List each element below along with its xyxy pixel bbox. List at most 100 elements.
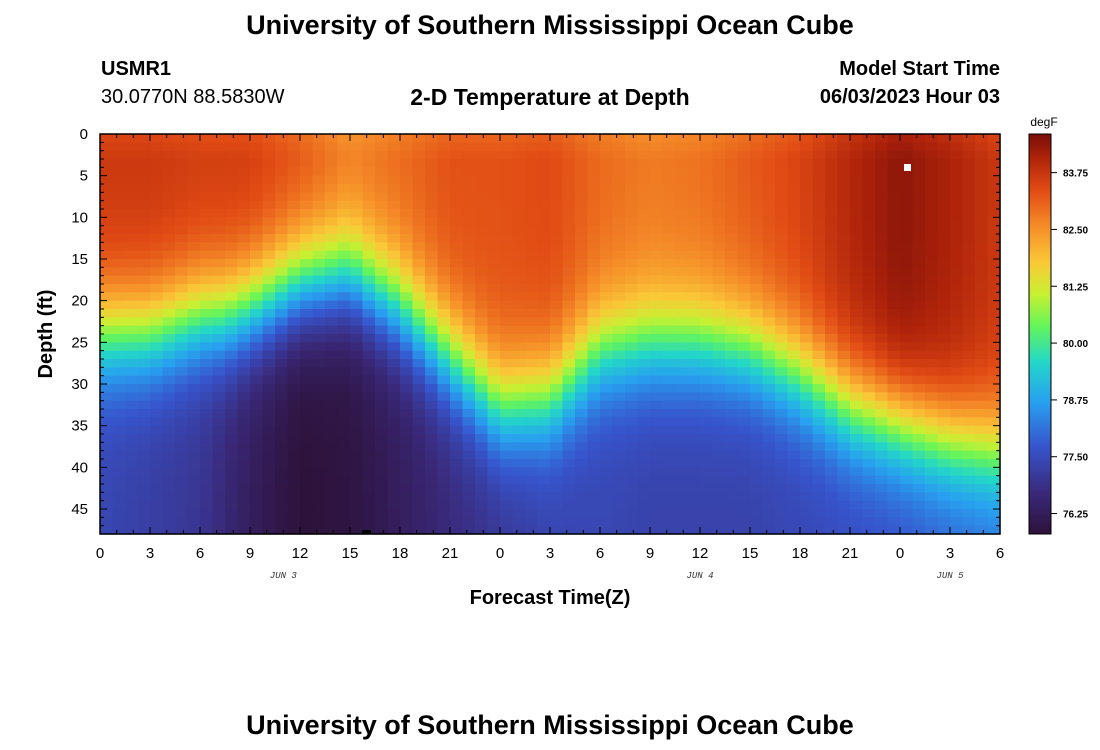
heatmap-cell bbox=[387, 225, 401, 235]
heatmap-cell bbox=[300, 450, 314, 460]
heatmap-cell bbox=[262, 292, 276, 302]
heatmap-cell bbox=[225, 384, 239, 393]
heatmap-cell bbox=[100, 309, 114, 318]
heatmap-cell bbox=[600, 434, 614, 443]
heatmap-cell bbox=[187, 300, 201, 310]
heatmap-cell bbox=[625, 259, 639, 268]
heatmap-cell bbox=[575, 484, 589, 493]
heatmap-cell bbox=[162, 409, 176, 418]
heatmap-cell bbox=[250, 425, 264, 435]
heatmap-cell bbox=[512, 442, 526, 452]
heatmap-cell bbox=[625, 442, 639, 452]
heatmap-cell bbox=[900, 267, 914, 277]
heatmap-cell bbox=[950, 134, 964, 143]
heatmap-cell bbox=[550, 292, 564, 302]
heatmap-cell bbox=[375, 400, 389, 410]
heatmap-cell bbox=[687, 284, 701, 293]
heatmap-cell bbox=[725, 492, 739, 502]
heatmap-cell bbox=[675, 200, 689, 210]
heatmap-cell bbox=[600, 475, 614, 485]
date-label: JUN 4 bbox=[686, 571, 713, 581]
heatmap-cell bbox=[225, 234, 239, 243]
heatmap-cell bbox=[100, 150, 114, 160]
heatmap-cell bbox=[862, 300, 876, 310]
heatmap-cell bbox=[300, 325, 314, 335]
heatmap-cell bbox=[387, 409, 401, 418]
heatmap-cell bbox=[450, 475, 464, 485]
heatmap-cell bbox=[562, 217, 576, 227]
heatmap-cell bbox=[837, 367, 851, 377]
heatmap-cell bbox=[475, 442, 489, 452]
heatmap-cell bbox=[937, 200, 951, 210]
heatmap-cell bbox=[750, 425, 764, 435]
heatmap-cell bbox=[425, 267, 439, 277]
x-tick-label: 18 bbox=[392, 545, 409, 562]
heatmap-cell bbox=[162, 259, 176, 268]
heatmap-cell bbox=[300, 200, 314, 210]
heatmap-cell bbox=[700, 525, 714, 535]
heatmap-cell bbox=[837, 250, 851, 260]
heatmap-cell bbox=[350, 234, 364, 243]
heatmap-cell bbox=[487, 417, 501, 427]
heatmap-cell bbox=[950, 425, 964, 435]
heatmap-cell bbox=[550, 150, 564, 160]
heatmap-cell bbox=[487, 284, 501, 293]
heatmap-cell bbox=[900, 292, 914, 302]
heatmap-cell bbox=[987, 367, 1001, 377]
heatmap-cell bbox=[962, 209, 976, 218]
heatmap-cell bbox=[137, 400, 151, 410]
heatmap-cell bbox=[562, 467, 576, 477]
heatmap-cell bbox=[712, 459, 726, 468]
heatmap-cell bbox=[912, 300, 926, 310]
heatmap-cell bbox=[525, 142, 539, 152]
heatmap-cell bbox=[925, 317, 939, 327]
heatmap-cell bbox=[950, 484, 964, 493]
heatmap-cell bbox=[212, 309, 226, 318]
heatmap-cell bbox=[987, 234, 1001, 243]
heatmap-cell bbox=[337, 192, 351, 202]
heatmap-cell bbox=[900, 434, 914, 443]
heatmap-cell bbox=[375, 200, 389, 210]
heatmap-cell bbox=[362, 209, 376, 218]
heatmap-cell bbox=[900, 242, 914, 252]
heatmap-cell bbox=[475, 425, 489, 435]
heatmap-cell bbox=[987, 142, 1001, 152]
heatmap-cell bbox=[950, 259, 964, 268]
heatmap-cell bbox=[450, 142, 464, 152]
heatmap-cell bbox=[300, 300, 314, 310]
heatmap-cell bbox=[362, 417, 376, 427]
heatmap-cell bbox=[137, 267, 151, 277]
heatmap-cell bbox=[400, 134, 414, 143]
heatmap-cell bbox=[375, 375, 389, 385]
heatmap-cell bbox=[787, 475, 801, 485]
heatmap-cell bbox=[600, 284, 614, 293]
heatmap-cell bbox=[425, 459, 439, 468]
heatmap-cell bbox=[712, 175, 726, 185]
heatmap-cell bbox=[300, 375, 314, 385]
heatmap-cell bbox=[425, 142, 439, 152]
heatmap-cell bbox=[462, 284, 476, 293]
heatmap-cell bbox=[925, 525, 939, 535]
heatmap-cell bbox=[887, 359, 901, 368]
heatmap-cell bbox=[450, 500, 464, 510]
heatmap-cell bbox=[800, 242, 814, 252]
heatmap-cell bbox=[462, 234, 476, 243]
heatmap-cell bbox=[712, 284, 726, 293]
heatmap-cell bbox=[312, 167, 326, 177]
heatmap-cell bbox=[137, 367, 151, 377]
heatmap-cell bbox=[462, 384, 476, 393]
heatmap-cell bbox=[800, 259, 814, 268]
heatmap-cell bbox=[725, 417, 739, 427]
heatmap-cell bbox=[650, 517, 664, 527]
heatmap-cell bbox=[787, 242, 801, 252]
heatmap-cell bbox=[250, 442, 264, 452]
heatmap-cell bbox=[662, 384, 676, 393]
heatmap-cell bbox=[775, 434, 789, 443]
heatmap-cell bbox=[662, 509, 676, 518]
heatmap-cell bbox=[612, 334, 626, 343]
heatmap-cell bbox=[650, 267, 664, 277]
heatmap-cell bbox=[550, 325, 564, 335]
heatmap-cell bbox=[475, 159, 489, 168]
heatmap-cell bbox=[287, 300, 301, 310]
heatmap-cell bbox=[387, 350, 401, 360]
